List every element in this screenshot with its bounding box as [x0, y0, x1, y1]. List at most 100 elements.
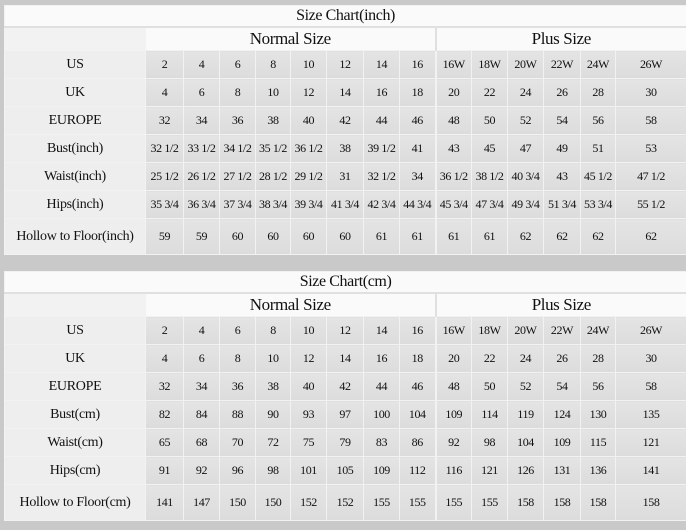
- size-value-cell: 4: [145, 78, 184, 107]
- size-value-cell: 10: [255, 344, 291, 373]
- size-value-cell: 119: [507, 400, 544, 429]
- size-value-cell: 22W: [543, 50, 581, 79]
- table-row: EUROPE 32 34 36 38 40 42 44 46 48 50 52 54 56 58: [4, 372, 686, 401]
- size-value-cell: 39 3/4: [290, 190, 327, 219]
- size-value-cell: 8: [255, 50, 291, 79]
- row-label: Waist(inch): [4, 162, 146, 191]
- size-value-cell: 34: [183, 106, 220, 135]
- size-value-cell: 12: [290, 78, 327, 107]
- size-value-cell: 155: [399, 484, 436, 521]
- size-value-cell: 28: [580, 344, 616, 373]
- size-value-cell: 136: [580, 456, 616, 485]
- size-value-cell: 60: [255, 218, 291, 255]
- size-value-cell: 105: [326, 456, 364, 485]
- size-value-cell: 4: [183, 316, 220, 345]
- row-label: US: [4, 50, 146, 79]
- size-value-cell: 22: [471, 78, 508, 107]
- size-value-cell: 35 1/2: [255, 134, 291, 163]
- table-row: Waist(inch) 25 1/2 26 1/2 27 1/2 28 1/2 29 1/…: [4, 162, 686, 191]
- size-value-cell: 16W: [434, 316, 472, 345]
- size-value-cell: 22: [471, 344, 508, 373]
- normal-size-header: Normal Size: [145, 292, 436, 317]
- size-value-cell: 37 3/4: [219, 190, 256, 219]
- size-value-cell: 124: [543, 400, 581, 429]
- size-value-cell: 6: [183, 344, 220, 373]
- size-value-cell: 22W: [543, 316, 581, 345]
- size-value-cell: 10: [255, 78, 291, 107]
- size-value-cell: 116: [434, 456, 472, 485]
- table-row: Hips(inch) 35 3/4 36 3/4 37 3/4 38 3/4 39 3/4…: [4, 190, 686, 219]
- size-value-cell: 75: [290, 428, 327, 457]
- size-value-cell: 72: [255, 428, 291, 457]
- size-value-cell: 36 1/2: [290, 134, 327, 163]
- size-value-cell: 61: [399, 218, 436, 255]
- size-value-cell: 33 1/2: [183, 134, 220, 163]
- table-row: Hollow to Floor(inch) 59 59 60 60 60 60 61 61 61 6…: [4, 218, 686, 255]
- size-value-cell: 82: [145, 400, 184, 429]
- size-value-cell: 38: [255, 106, 291, 135]
- size-value-cell: 14: [326, 78, 364, 107]
- size-value-cell: 46: [399, 372, 436, 401]
- size-value-cell: 155: [434, 484, 472, 521]
- blank-cell: [4, 292, 146, 317]
- size-value-cell: 50: [471, 106, 508, 135]
- size-value-cell: 32 1/2: [363, 162, 400, 191]
- size-value-cell: 60: [290, 218, 327, 255]
- row-label: Hollow to Floor(cm): [4, 484, 146, 521]
- size-value-cell: 31: [326, 162, 364, 191]
- size-group-row: Normal Size Plus Size: [4, 26, 686, 51]
- size-value-cell: 16: [363, 78, 400, 107]
- plus-size-header: Plus Size: [434, 26, 686, 51]
- size-value-cell: 155: [363, 484, 400, 521]
- size-value-cell: 50: [471, 372, 508, 401]
- size-value-cell: 8: [219, 78, 256, 107]
- table-row: UK 4 6 8 10 12 14 16 18 20 22 24 26 28 30: [4, 78, 686, 107]
- size-table: Size Chart(inch) Normal Size Plus Size US 2 4…: [3, 5, 686, 255]
- size-value-cell: 24W: [580, 50, 616, 79]
- size-value-cell: 53 3/4: [580, 190, 616, 219]
- size-value-cell: 26: [543, 78, 581, 107]
- size-value-cell: 10: [290, 316, 327, 345]
- size-value-cell: 43: [434, 134, 472, 163]
- size-value-cell: 98: [255, 456, 291, 485]
- size-value-cell: 14: [326, 344, 364, 373]
- size-value-cell: 44: [363, 372, 400, 401]
- size-value-cell: 52: [507, 106, 544, 135]
- size-value-cell: 79: [326, 428, 364, 457]
- size-value-cell: 62: [543, 218, 581, 255]
- size-value-cell: 36 1/2: [434, 162, 472, 191]
- size-value-cell: 38: [326, 134, 364, 163]
- size-value-cell: 18W: [471, 316, 508, 345]
- size-value-cell: 61: [363, 218, 400, 255]
- size-value-cell: 30: [614, 344, 686, 373]
- size-value-cell: 36: [219, 106, 256, 135]
- size-value-cell: 59: [145, 218, 184, 255]
- size-value-cell: 121: [471, 456, 508, 485]
- row-label: Bust(cm): [4, 400, 146, 429]
- table-row: Waist(cm) 65 68 70 72 75 79 83 86 92 98 104 109 115 12…: [4, 428, 686, 457]
- size-value-cell: 18W: [471, 50, 508, 79]
- size-value-cell: 30: [614, 78, 686, 107]
- size-value-cell: 109: [434, 400, 472, 429]
- size-value-cell: 42 3/4: [363, 190, 400, 219]
- size-value-cell: 100: [363, 400, 400, 429]
- size-value-cell: 101: [290, 456, 327, 485]
- size-value-cell: 112: [399, 456, 436, 485]
- title-row: Size Chart(inch): [3, 5, 686, 28]
- size-value-cell: 83: [363, 428, 400, 457]
- row-label: Waist(cm): [4, 428, 146, 457]
- size-value-cell: 126: [507, 456, 544, 485]
- size-value-cell: 18: [399, 78, 436, 107]
- size-value-cell: 45 1/2: [580, 162, 616, 191]
- table-row: US 2 4 6 8 10 12 14 16 16W 18W 20W 22W 24W 26W: [4, 50, 686, 79]
- size-value-cell: 88: [219, 400, 256, 429]
- size-value-cell: 56: [580, 106, 616, 135]
- size-value-cell: 54: [543, 372, 581, 401]
- size-value-cell: 24: [507, 78, 544, 107]
- size-value-cell: 59: [183, 218, 220, 255]
- normal-size-header: Normal Size: [145, 26, 436, 51]
- size-value-cell: 141: [614, 456, 686, 485]
- size-value-cell: 60: [219, 218, 256, 255]
- size-value-cell: 2: [145, 316, 184, 345]
- size-value-cell: 155: [471, 484, 508, 521]
